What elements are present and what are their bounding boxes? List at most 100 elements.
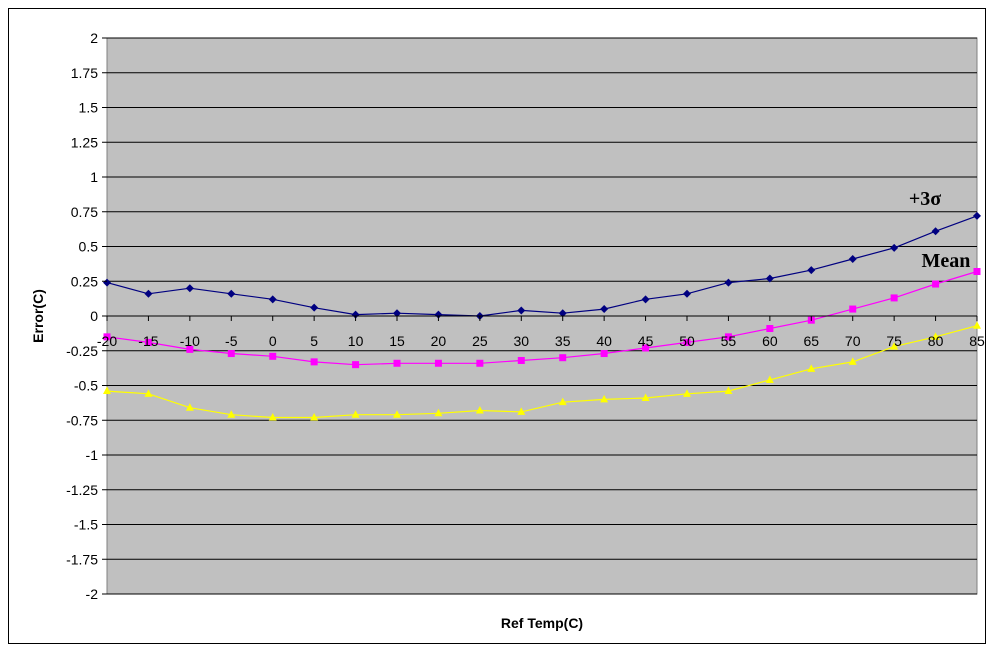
data-point [766, 325, 774, 333]
data-point [973, 211, 981, 220]
data-point [269, 352, 277, 360]
data-point [268, 295, 277, 304]
x-tick-label: -15 [138, 333, 158, 349]
data-point [558, 397, 567, 406]
y-tick-label: 0.25 [71, 273, 98, 289]
data-point [849, 305, 857, 313]
y-tick-label: 1.25 [71, 134, 98, 150]
x-tick-label: 20 [431, 333, 447, 349]
x-tick-label: -20 [97, 333, 117, 349]
y-tick-label: 1.5 [79, 100, 99, 116]
data-point [807, 266, 816, 275]
data-point [683, 289, 691, 298]
data-point [351, 410, 360, 418]
x-tick-label: 25 [472, 333, 488, 349]
series-2 [103, 321, 981, 421]
x-tick-label: 40 [596, 333, 612, 349]
data-point [765, 375, 774, 383]
data-point [641, 393, 650, 402]
data-point [475, 406, 484, 414]
data-point [268, 412, 277, 421]
y-tick-label: -2 [86, 586, 99, 602]
y-tick-label: 0.5 [79, 239, 99, 255]
x-tick-label: 75 [886, 333, 902, 349]
data-point [642, 344, 650, 352]
data-point [185, 284, 194, 293]
data-point [144, 389, 153, 397]
data-point [393, 410, 401, 418]
data-point [227, 410, 236, 418]
y-tick-label: 2 [90, 30, 98, 46]
x-tick-label: -5 [225, 333, 238, 349]
data-point [890, 342, 899, 350]
data-point [227, 289, 236, 298]
data-point [434, 408, 443, 417]
series-0 [103, 211, 981, 320]
data-point [765, 274, 774, 283]
data-point [476, 359, 484, 367]
x-tick-label: 5 [310, 333, 318, 349]
data-point [227, 350, 235, 358]
x-tick-label: 15 [389, 333, 405, 349]
data-point [517, 356, 525, 364]
data-point [724, 386, 733, 395]
data-point [724, 278, 733, 287]
data-point [351, 310, 360, 319]
data-point [558, 309, 567, 318]
data-point [144, 289, 153, 298]
y-tick-label: -0.5 [74, 378, 98, 394]
data-point [600, 305, 609, 314]
y-tick-label: -1.5 [74, 517, 98, 533]
data-point [641, 295, 650, 304]
y-tick-label: -1.75 [66, 551, 98, 567]
y-tick-label: 1 [90, 169, 98, 185]
x-tick-label: 70 [845, 333, 861, 349]
data-point [600, 350, 608, 358]
data-point [310, 303, 319, 312]
data-point [103, 386, 111, 395]
data-point [848, 357, 857, 365]
x-tick-label: 10 [348, 333, 364, 349]
y-tick-label: -1.25 [66, 482, 98, 498]
series-layer [103, 211, 981, 421]
y-tick-label: -1 [86, 447, 99, 463]
y-tick-label: 0 [90, 308, 98, 324]
x-tick-label: 65 [803, 333, 819, 349]
data-point [559, 354, 567, 362]
x-tick-label: 50 [679, 333, 695, 349]
data-point [310, 358, 318, 366]
data-point [185, 403, 194, 411]
y-tick-label: -0.75 [66, 412, 98, 428]
x-tick-label: -10 [180, 333, 200, 349]
data-point [103, 278, 111, 287]
data-point [393, 359, 401, 367]
x-tick-label: 35 [555, 333, 571, 349]
data-point [724, 333, 732, 341]
data-point [517, 306, 526, 315]
data-point [973, 321, 981, 329]
data-point [683, 389, 691, 397]
data-point [352, 361, 360, 369]
data-point [683, 338, 691, 346]
x-tick-label: 55 [721, 333, 737, 349]
data-point [807, 364, 816, 372]
x-tick-label: 0 [269, 333, 277, 349]
data-point [144, 338, 152, 346]
x-tick-label: 30 [513, 333, 529, 349]
data-point [890, 294, 898, 302]
data-point [434, 359, 442, 367]
y-axis-title: Error(C) [30, 289, 46, 343]
data-point [973, 268, 981, 276]
y-tick-label: 1.75 [71, 65, 98, 81]
series-label: Mean [922, 250, 971, 272]
data-point [932, 280, 940, 288]
series-line [106, 325, 978, 419]
y-tick-label: -0.25 [66, 343, 98, 359]
series-label: +3σ [909, 188, 941, 210]
series-labels: +3σ Mean [909, 188, 971, 272]
data-point [931, 227, 940, 236]
x-tick-label: 85 [969, 333, 985, 349]
data-point [848, 255, 857, 264]
y-axis-ticks: 2 1.75 1.5 1.25 1 0.75 0.5 0.25 0 -0.25 -0.5 -0.75 -… [66, 30, 107, 602]
x-tick-label: 80 [928, 333, 944, 349]
